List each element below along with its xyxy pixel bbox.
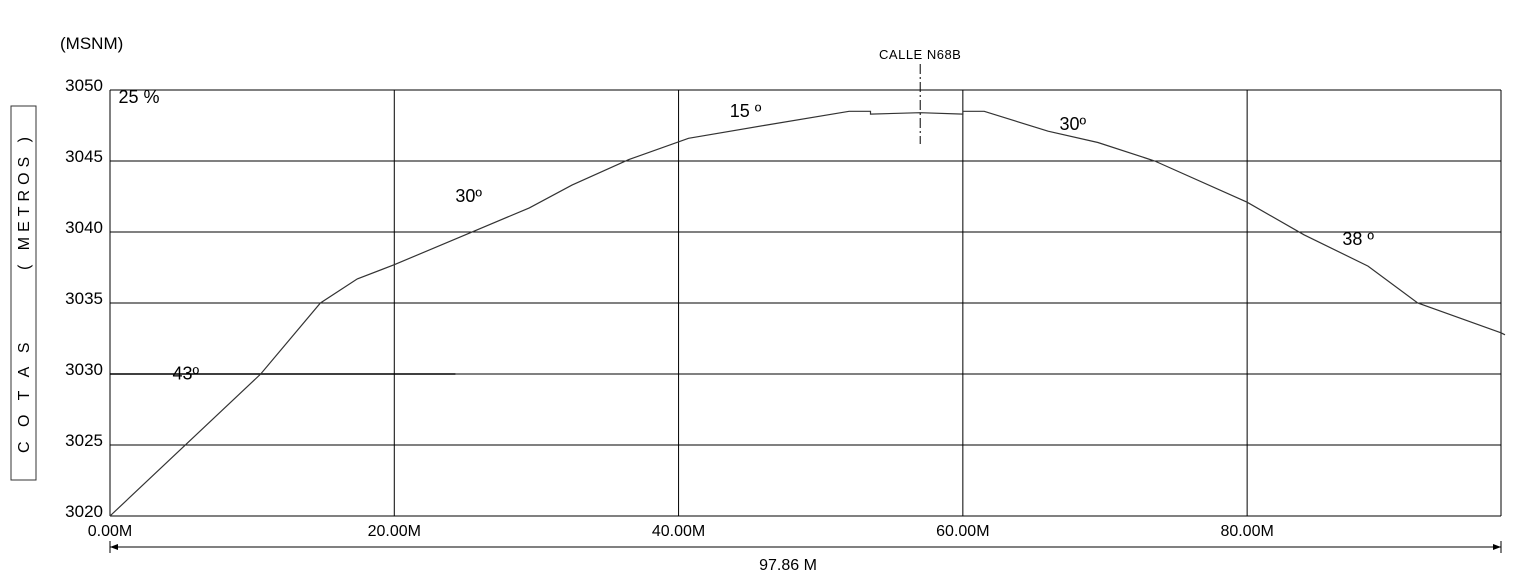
annotations: 25 % 43º 30º 15 º 30º 38 º — [119, 87, 1375, 384]
x-tick-label: 80.00M — [1220, 523, 1273, 540]
x-tick-labels: 0.00M 20.00M 40.00M 60.00M 80.00M — [88, 523, 1274, 540]
y-tick-label: 3040 — [65, 218, 103, 237]
slope-annotation: 25 % — [119, 87, 160, 107]
y-tick-label: 3025 — [65, 431, 103, 450]
x-tick-label: 0.00M — [88, 523, 132, 540]
plot-frame — [109, 90, 1502, 516]
slope-annotation: 30º — [1060, 114, 1087, 134]
grid — [109, 89, 1501, 517]
y-tick-label: 3030 — [65, 360, 103, 379]
slope-annotation: 38 º — [1342, 229, 1374, 249]
y-axis-title-box: C O T A S ( METROS ) — [10, 105, 37, 481]
y-axis-title-cotas: C O T A S — [16, 337, 33, 453]
slope-annotation: 15 º — [730, 101, 762, 121]
y-tick-label: 3035 — [65, 289, 103, 308]
profile-layer — [109, 110, 1506, 517]
x-tick-label: 20.00M — [368, 523, 421, 540]
terrain-profile-end — [1500, 332, 1506, 336]
slope-annotation: 43º — [173, 364, 200, 384]
y-tick-label: 3020 — [65, 502, 103, 521]
slope-annotation: 30º — [455, 186, 482, 206]
total-length-label: 97.86 M — [759, 557, 817, 574]
dimension-line: 97.86 M — [109, 541, 1502, 574]
x-tick-label: 60.00M — [936, 523, 989, 540]
street-label: CALLE N68B — [879, 47, 961, 62]
y-axis-title-metros: ( METROS ) — [16, 132, 33, 270]
y-tick-labels: 3020 3025 3030 3035 3040 3045 3050 — [65, 76, 103, 521]
y-tick-label: 3045 — [65, 147, 103, 166]
terrain-profile-line — [109, 110, 1502, 517]
y-tick-label: 3050 — [65, 76, 103, 95]
y-unit-label: (MSNM) — [60, 34, 123, 53]
x-tick-label: 40.00M — [652, 523, 705, 540]
